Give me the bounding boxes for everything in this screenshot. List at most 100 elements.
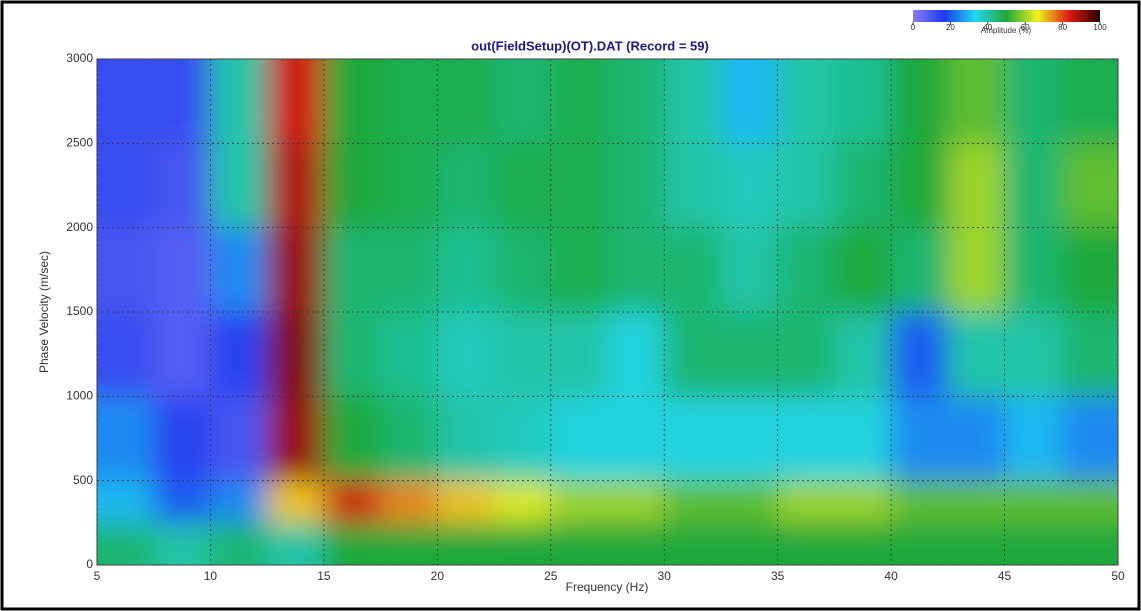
- heatmap-cell: [1004, 396, 1062, 481]
- heatmap-cell: [380, 396, 438, 481]
- heatmap-cell: [97, 480, 154, 523]
- heatmap-cell: [1061, 312, 1118, 397]
- heatmap-cell: [210, 522, 268, 565]
- y-tick-label: 1000: [66, 389, 93, 403]
- heatmap-cell: [380, 480, 438, 523]
- heatmap-cell: [1004, 480, 1062, 523]
- chart-title: out(FieldSetup)(OT).DAT (Record = 59): [471, 38, 709, 53]
- heatmap-cell: [97, 312, 154, 397]
- heatmap-cell: [1061, 59, 1118, 144]
- heatmap-cell: [720, 227, 778, 312]
- colorbar-label: Amplitude (%): [981, 26, 1032, 35]
- x-tick-label: 30: [658, 569, 672, 583]
- colorbar-tick-label: 100: [1093, 23, 1107, 32]
- heatmap-cell: [891, 396, 948, 481]
- heatmap-cell: [720, 396, 778, 481]
- heatmap-cell: [437, 312, 495, 397]
- heatmap-cell: [777, 312, 835, 397]
- heatmap-cell: [777, 143, 835, 228]
- heatmap-cell: [777, 59, 835, 144]
- heatmap-cell: [720, 522, 778, 565]
- heatmap-cell: [153, 227, 211, 312]
- heatmap-cell: [664, 522, 721, 565]
- heatmap-cell: [210, 396, 268, 481]
- heatmap-cell: [153, 480, 211, 523]
- heatmap-cell: [720, 59, 778, 144]
- heatmap-cell: [550, 227, 608, 312]
- heatmap-cell: [664, 312, 721, 397]
- heatmap-cell: [97, 396, 154, 481]
- x-tick-label: 20: [431, 569, 445, 583]
- colorbar-tick-label: 40: [983, 23, 992, 32]
- heatmap-cell: [380, 59, 438, 144]
- heatmap-cell: [97, 59, 154, 144]
- heatmap-cell: [494, 143, 551, 228]
- heatmap-cell: [550, 59, 608, 144]
- y-tick-label: 2500: [66, 136, 93, 150]
- heatmap-cell: [777, 480, 835, 523]
- heatmap-cell: [607, 143, 665, 228]
- heatmap-cell: [437, 227, 495, 312]
- heatmap-cell: [267, 480, 324, 523]
- heatmap-cell: [607, 312, 665, 397]
- heatmap-cell: [1061, 480, 1118, 523]
- heatmap-cell: [153, 396, 211, 481]
- heatmap-cell: [153, 143, 211, 228]
- heatmap-cell: [607, 522, 665, 565]
- heatmap-cell: [267, 227, 324, 312]
- x-tick-label: 45: [998, 569, 1012, 583]
- heatmap-cell: [323, 143, 381, 228]
- y-tick-label: 0: [86, 557, 93, 571]
- heatmap-cell: [607, 227, 665, 312]
- heatmap-cell: [1061, 522, 1118, 565]
- y-tick-label: 500: [73, 473, 93, 487]
- heatmap-cell: [1004, 59, 1062, 144]
- x-tick-label: 40: [884, 569, 898, 583]
- heatmap-cell: [834, 480, 892, 523]
- heatmap-cell: [267, 396, 324, 481]
- colorbar: [913, 10, 1100, 22]
- heatmap-cell: [437, 59, 495, 144]
- heatmap-cell: [153, 312, 211, 397]
- y-tick-label: 2000: [66, 220, 93, 234]
- heatmap-cell: [494, 227, 551, 312]
- heatmap-cell: [97, 143, 154, 228]
- heatmap-cell: [97, 522, 154, 565]
- heatmap-cell: [1061, 143, 1118, 228]
- heatmap-cell: [494, 480, 551, 523]
- heatmap-cell: [664, 227, 721, 312]
- heatmap-cell: [323, 227, 381, 312]
- heatmap-cell: [834, 312, 892, 397]
- heatmap-cell: [380, 312, 438, 397]
- heatmap-cell: [777, 396, 835, 481]
- heatmap-cell: [323, 59, 381, 144]
- x-tick-label: 5: [94, 569, 101, 583]
- heatmap-cell: [1061, 227, 1118, 312]
- heatmap-cell: [550, 396, 608, 481]
- x-tick-label: 15: [317, 569, 331, 583]
- heatmap-cell: [323, 522, 381, 565]
- heatmap-cell: [947, 480, 1005, 523]
- heatmap-cell: [891, 480, 948, 523]
- heatmap-cell: [607, 480, 665, 523]
- heatmap-cell: [947, 396, 1005, 481]
- heatmap-cell: [267, 522, 324, 565]
- x-tick-label: 35: [771, 569, 785, 583]
- heatmap-cell: [437, 143, 495, 228]
- heatmap-cell: [153, 522, 211, 565]
- heatmap-cell: [380, 143, 438, 228]
- y-axis-label: Phase Velocity (m/sec): [37, 251, 51, 373]
- y-tick-label: 3000: [66, 51, 93, 65]
- x-axis-label: Frequency (Hz): [566, 580, 649, 594]
- heatmap-cell: [437, 396, 495, 481]
- heatmap-cell: [720, 480, 778, 523]
- x-tick-label: 10: [204, 569, 218, 583]
- heatmap-cell: [1004, 522, 1062, 565]
- heatmap-cell: [153, 59, 211, 144]
- heatmap-cell: [323, 312, 381, 397]
- heatmap-cell: [550, 143, 608, 228]
- axes: 5 10 15 20 25 30 35 40 45 50050010001500200025003…: [66, 51, 1125, 583]
- heatmap-cell: [210, 143, 268, 228]
- y-tick-label: 1500: [66, 304, 93, 318]
- heatmap-cell: [834, 522, 892, 565]
